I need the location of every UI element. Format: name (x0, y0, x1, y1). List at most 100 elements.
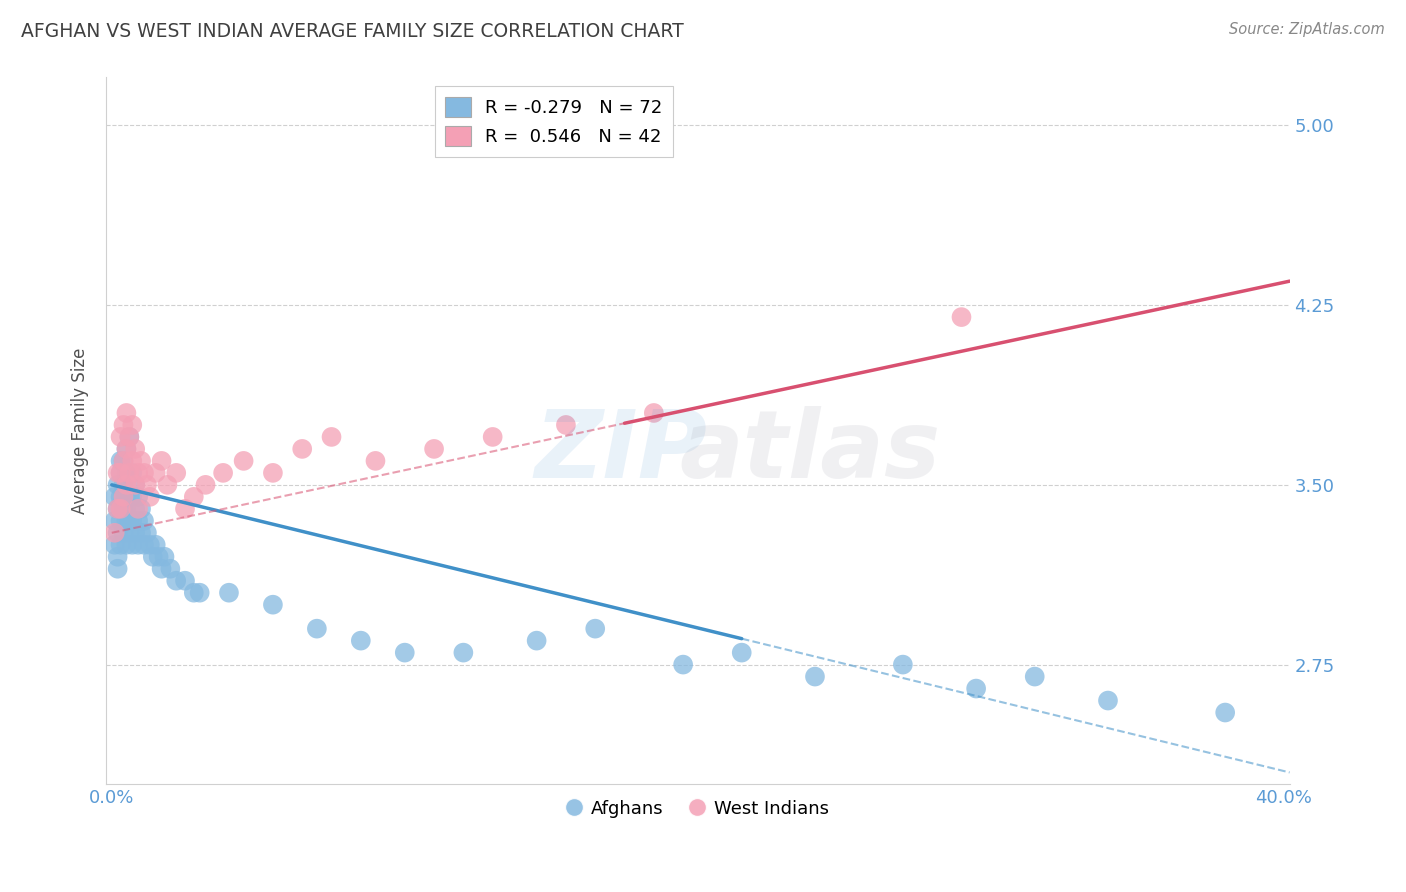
Point (104, 525, 127, 540)
Point (121, 417, 143, 432)
Point (115, 478, 138, 492)
Point (124, 478, 146, 492)
Point (110, 538, 132, 552)
Y-axis label: Average Family Size: Average Family Size (72, 348, 89, 514)
Point (262, 598, 284, 612)
Point (364, 454, 387, 468)
Point (110, 466, 132, 480)
Point (142, 549, 165, 564)
Point (112, 454, 135, 468)
Point (965, 681, 987, 696)
Point (183, 490, 205, 504)
Point (350, 633, 373, 648)
Point (121, 454, 143, 468)
Point (129, 454, 152, 468)
Point (124, 478, 146, 492)
Point (305, 622, 328, 636)
Point (156, 478, 179, 492)
Point (804, 670, 827, 684)
Point (112, 490, 135, 504)
Point (291, 442, 314, 456)
Point (112, 478, 135, 492)
Point (115, 406, 138, 420)
Point (121, 466, 143, 480)
Point (118, 490, 141, 504)
Point (139, 490, 162, 504)
Point (115, 490, 138, 504)
Point (127, 501, 149, 516)
Point (232, 454, 254, 468)
Point (115, 501, 138, 516)
Point (110, 454, 132, 468)
Point (115, 442, 138, 456)
Point (165, 466, 187, 480)
Point (124, 501, 146, 516)
Point (118, 525, 141, 540)
Point (110, 490, 132, 504)
Point (139, 538, 162, 552)
Point (165, 574, 187, 588)
Point (127, 514, 149, 528)
Point (107, 525, 129, 540)
Point (110, 466, 132, 480)
Point (110, 514, 132, 528)
Point (115, 466, 138, 480)
Point (481, 430, 503, 444)
Point (121, 490, 143, 504)
Point (672, 657, 695, 672)
Point (121, 514, 143, 528)
Point (731, 646, 754, 660)
Point (110, 501, 132, 516)
Point (136, 478, 159, 492)
Point (891, 657, 914, 672)
Point (453, 646, 475, 660)
Point (112, 417, 135, 432)
Point (174, 501, 197, 516)
Point (159, 562, 181, 576)
Point (145, 538, 167, 552)
Point (212, 466, 235, 480)
Point (174, 574, 197, 588)
Point (121, 538, 143, 552)
Point (107, 549, 129, 564)
Point (118, 430, 141, 444)
Point (104, 514, 127, 528)
Point (150, 562, 173, 576)
Point (107, 466, 129, 480)
Point (112, 454, 135, 468)
Point (188, 585, 211, 599)
Point (218, 585, 240, 599)
Point (129, 501, 152, 516)
Point (127, 490, 149, 504)
Point (107, 501, 129, 516)
Point (107, 478, 129, 492)
Point (555, 417, 578, 432)
Point (104, 490, 127, 504)
Point (1213, 706, 1236, 720)
Point (112, 525, 135, 540)
Point (150, 454, 173, 468)
Point (643, 406, 665, 420)
Point (110, 501, 132, 516)
Point (145, 466, 167, 480)
Point (112, 490, 135, 504)
Point (118, 466, 141, 480)
Point (183, 585, 205, 599)
Point (124, 442, 146, 456)
Point (115, 514, 138, 528)
Point (124, 525, 146, 540)
Point (107, 562, 129, 576)
Legend: Afghans, West Indians: Afghans, West Indians (560, 792, 835, 825)
Point (115, 442, 138, 456)
Point (118, 514, 141, 528)
Point (107, 501, 129, 516)
Point (132, 466, 155, 480)
Point (148, 549, 170, 564)
Point (262, 466, 284, 480)
Point (136, 525, 159, 540)
Point (153, 549, 176, 564)
Point (526, 633, 548, 648)
Point (132, 514, 155, 528)
Point (110, 430, 132, 444)
Point (423, 442, 446, 456)
